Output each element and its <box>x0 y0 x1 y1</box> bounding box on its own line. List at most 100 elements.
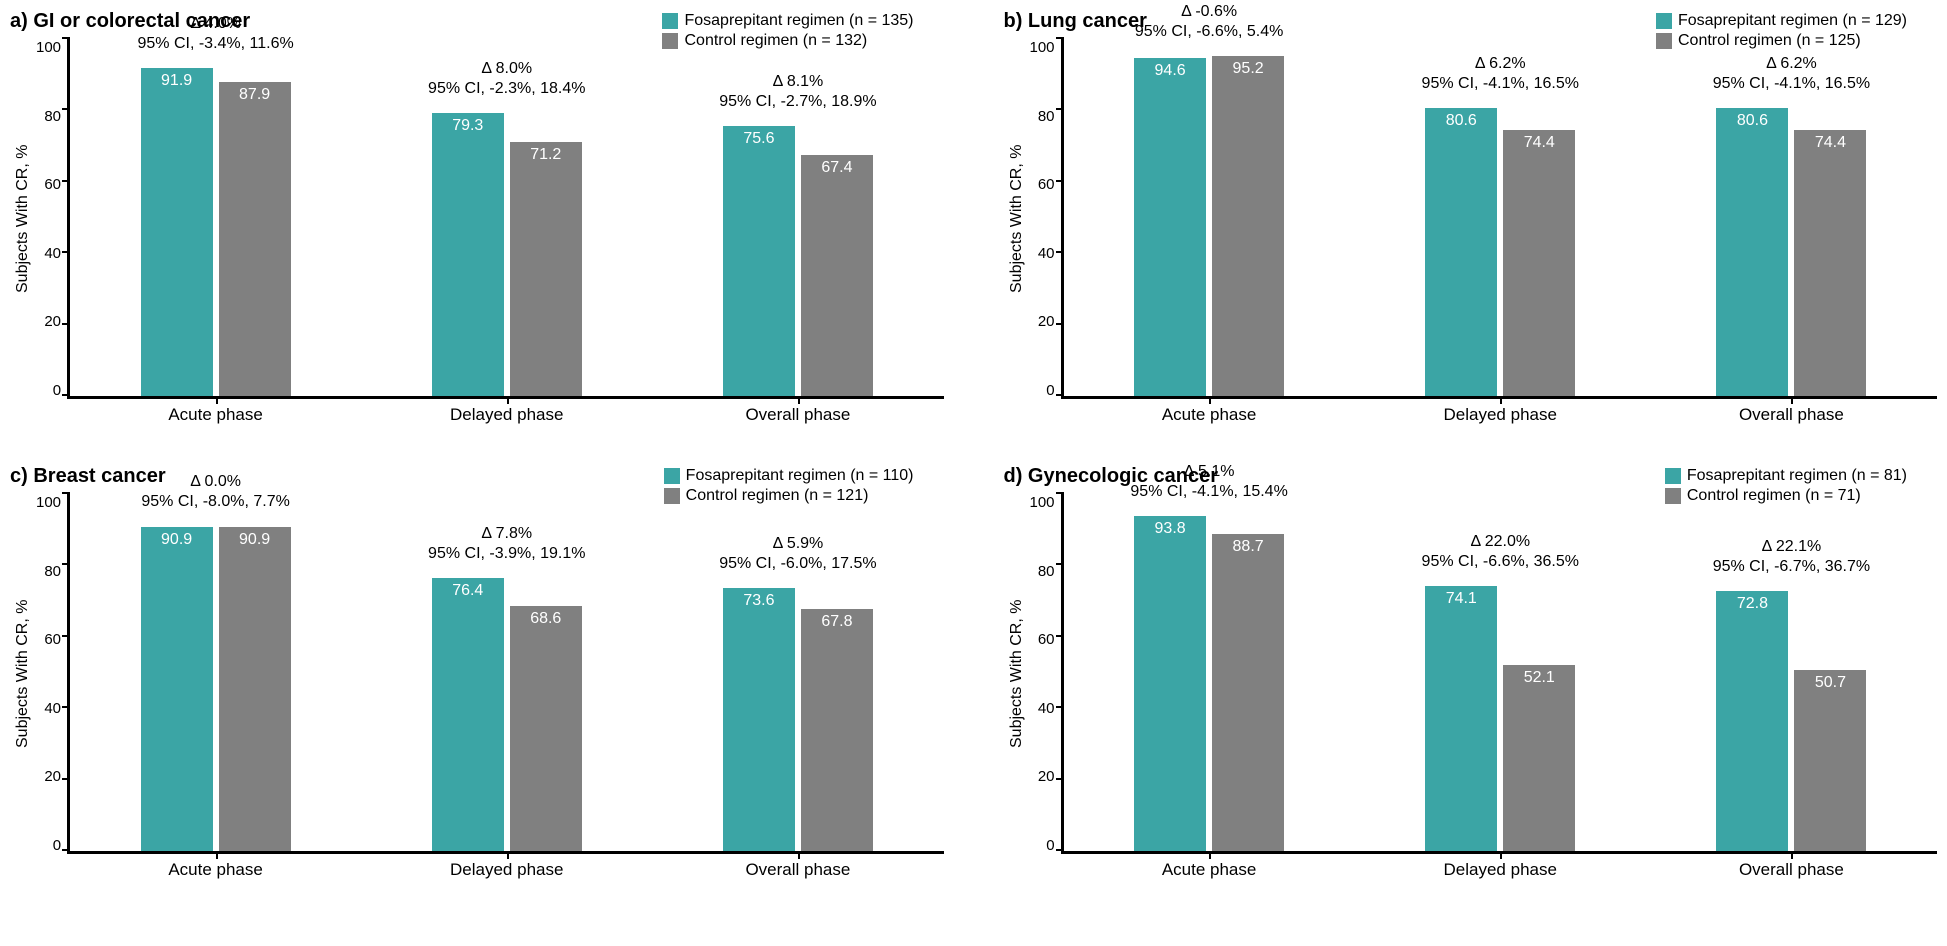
plot-area: Δ -0.6%95% CI, -6.6%, 5.4%94.695.2Δ 6.2%… <box>1061 39 1937 399</box>
bar-group: Δ 4.0%95% CI, -3.4%, 11.6%91.987.9 <box>85 39 347 396</box>
bar-series2: 88.7 <box>1212 534 1284 851</box>
y-tick-label: 80 <box>44 563 61 580</box>
x-tick-mark <box>1791 396 1793 404</box>
x-tick-label: Delayed phase <box>376 405 638 425</box>
bar-groups: Δ 4.0%95% CI, -3.4%, 11.6%91.987.9 Δ 8.0%… <box>70 39 943 396</box>
ci-value: 95% CI, -8.0%, 7.7% <box>85 492 347 512</box>
bar-groups: Δ -0.6%95% CI, -6.6%, 5.4%94.695.2Δ 6.2%… <box>1064 39 1937 396</box>
ci-value: 95% CI, -6.6%, 5.4% <box>1078 22 1340 42</box>
y-tick-label: 20 <box>44 313 61 330</box>
y-tick-label: 40 <box>1038 700 1055 717</box>
bar-value-label: 67.8 <box>801 613 873 631</box>
ci-value: 95% CI, -4.1%, 16.5% <box>1369 74 1631 94</box>
y-tick-label: 80 <box>1038 108 1055 125</box>
y-tick-mark <box>62 492 70 494</box>
bar-series2: 50.7 <box>1794 670 1866 851</box>
ci-value: 95% CI, -6.0%, 17.5% <box>667 554 929 574</box>
y-tick-mark <box>1056 635 1064 637</box>
bar-series1: 94.6 <box>1134 58 1206 396</box>
bar-value-label: 68.6 <box>510 610 582 628</box>
delta-value: Δ 8.1% <box>667 72 929 92</box>
y-tick-mark <box>1056 323 1064 325</box>
x-tick-mark <box>798 396 800 404</box>
y-tick-mark <box>62 778 70 780</box>
chart-area: Subjects With CR, %100806040200Δ 0.0%95%… <box>10 494 944 854</box>
bar-series1: 91.9 <box>141 68 213 396</box>
bar-value-label: 80.6 <box>1425 112 1497 130</box>
delta-annotation: Δ 5.9%95% CI, -6.0%, 17.5% <box>667 534 929 574</box>
bar-value-label: 74.4 <box>1794 134 1866 152</box>
bar-group: Δ 5.1%95% CI, -4.1%, 15.4%93.888.7 <box>1078 494 1340 851</box>
y-axis-label: Subjects With CR, % <box>1004 494 1030 854</box>
x-tick-label: Acute phase <box>85 860 347 880</box>
y-axis: 100806040200 <box>36 494 67 854</box>
bar-value-label: 74.1 <box>1425 590 1497 608</box>
delta-value: Δ -0.6% <box>1078 2 1340 22</box>
legend-item-1: Fosaprepitant regimen (n = 135) <box>662 12 913 30</box>
delta-annotation: Δ 6.2%95% CI, -4.1%, 16.5% <box>1369 54 1631 94</box>
ci-value: 95% CI, -4.1%, 16.5% <box>1660 74 1922 94</box>
bar-series2: 67.8 <box>801 609 873 851</box>
bar-value-label: 91.9 <box>141 72 213 90</box>
bar-group: Δ 8.1%95% CI, -2.7%, 18.9% 75.6 67.4 <box>667 39 929 396</box>
delta-annotation: Δ 22.1%95% CI, -6.7%, 36.7% <box>1660 537 1922 577</box>
y-tick-label: 40 <box>44 245 61 262</box>
bar-series2: 68.6 <box>510 606 582 851</box>
y-tick-mark <box>62 563 70 565</box>
x-tick-label: Delayed phase <box>1369 860 1631 880</box>
delta-annotation: Δ 8.1%95% CI, -2.7%, 18.9% <box>667 72 929 112</box>
y-tick-label: 40 <box>44 700 61 717</box>
bar-value-label: 74.4 <box>1503 134 1575 152</box>
x-tick-label: Acute phase <box>1078 860 1340 880</box>
bar-series1: 80.6 <box>1425 108 1497 396</box>
bar-value-label: 93.8 <box>1134 520 1206 538</box>
x-tick-mark <box>216 851 218 859</box>
y-tick-label: 20 <box>44 768 61 785</box>
y-tick-label: 80 <box>1038 563 1055 580</box>
y-axis-label: Subjects With CR, % <box>10 39 36 399</box>
bar-series1: 75.6 <box>723 126 795 396</box>
bar-series1: 80.6 <box>1716 108 1788 396</box>
bar-group: Δ 6.2%95% CI, -4.1%, 16.5%80.674.4 <box>1660 39 1922 396</box>
legend-item-1: Fosaprepitant regimen (n = 81) <box>1665 467 1907 485</box>
plot-area: Δ 5.1%95% CI, -4.1%, 15.4%93.888.7Δ 22.0… <box>1061 494 1937 854</box>
bar-groups: Δ 0.0%95% CI, -8.0%, 7.7%90.990.9Δ 7.8%9… <box>70 494 943 851</box>
bar-value-label: 76.4 <box>432 582 504 600</box>
y-tick-mark <box>62 635 70 637</box>
y-tick-label: 20 <box>1038 313 1055 330</box>
y-tick-mark <box>62 706 70 708</box>
bar-series2: 95.2 <box>1212 56 1284 396</box>
y-tick-mark <box>62 37 70 39</box>
y-tick-mark <box>1056 563 1064 565</box>
delta-annotation: Δ 4.0%95% CI, -3.4%, 11.6% <box>85 14 347 54</box>
delta-value: Δ 8.0% <box>376 59 638 79</box>
bar-series1: 79.3 <box>432 113 504 396</box>
bar-value-label: 88.7 <box>1212 538 1284 556</box>
bar-series2: 71.2 <box>510 142 582 396</box>
ci-value: 95% CI, -6.6%, 36.5% <box>1369 552 1631 572</box>
delta-value: Δ 7.8% <box>376 524 638 544</box>
bar-series2: 52.1 <box>1503 665 1575 851</box>
legend-item-1: Fosaprepitant regimen (n = 129) <box>1656 12 1907 30</box>
ci-value: 95% CI, -6.7%, 36.7% <box>1660 557 1922 577</box>
delta-annotation: Δ 7.8%95% CI, -3.9%, 19.1% <box>376 524 638 564</box>
chart-area: Subjects With CR, %100806040200Δ -0.6%95… <box>1004 39 1938 399</box>
bar-series2: 67.4 <box>801 155 873 396</box>
ci-value: 95% CI, -4.1%, 15.4% <box>1078 482 1340 502</box>
x-tick-mark <box>1209 851 1211 859</box>
bar-series1: 90.9 <box>141 527 213 852</box>
y-tick-label: 100 <box>36 494 61 511</box>
y-tick-mark <box>1056 180 1064 182</box>
y-tick-label: 0 <box>53 382 61 399</box>
bar-value-label: 67.4 <box>801 159 873 177</box>
y-axis: 100806040200 <box>36 39 67 399</box>
ci-value: 95% CI, -3.4%, 11.6% <box>85 34 347 54</box>
delta-value: Δ 5.9% <box>667 534 929 554</box>
delta-value: Δ 5.1% <box>1078 462 1340 482</box>
y-tick-label: 80 <box>44 108 61 125</box>
y-tick-mark <box>1056 492 1064 494</box>
y-tick-mark <box>1056 706 1064 708</box>
x-tick-label: Delayed phase <box>1369 405 1631 425</box>
bar-group: Δ 6.2%95% CI, -4.1%, 16.5% 80.6 74.4 <box>1369 39 1631 396</box>
bar-series1: 74.1 <box>1425 586 1497 851</box>
